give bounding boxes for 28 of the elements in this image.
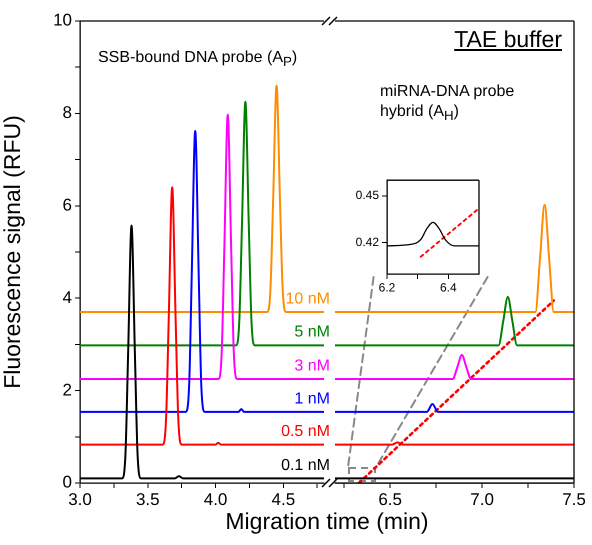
x-tick-label: 7.0 (470, 490, 494, 509)
annotation: miRNA-DNA probe hybrid (A$_{H}$) (380, 82, 516, 125)
x-tick-label: 3.0 (68, 490, 92, 509)
y-tick-label: 10 (53, 10, 72, 30)
x-tick-label: 6.4 (440, 280, 457, 295)
series-label: 1 nM (294, 390, 330, 408)
y-tick-label: 0 (62, 472, 72, 492)
y-tick-label: 2 (62, 380, 72, 400)
x-tick-label: 4.0 (204, 490, 228, 509)
y-tick-label: 0.42 (356, 235, 380, 250)
x-tick-label: 7.5 (562, 490, 586, 509)
chart-title: TAE buffer (454, 26, 562, 53)
y-axis-title: Fluorescence signal (RFU) (0, 115, 26, 389)
y-tick-label: 4 (62, 288, 72, 307)
series-label: 10 nM (286, 290, 330, 308)
y-tick-label: 6 (62, 195, 72, 214)
y-tick-label: 0.45 (356, 188, 380, 202)
series-label: 0.1 nM (281, 456, 330, 474)
x-tick-label: 6.5 (378, 490, 402, 509)
y-tick-label: 8 (62, 103, 72, 122)
x-tick-label: 4.5 (272, 490, 296, 509)
x-tick-label: 3.5 (136, 490, 160, 509)
series-label: 3 nM (294, 357, 330, 374)
x-tick-label: 6.2 (378, 280, 396, 295)
annotation: SSB-bound DNA probe (A$_{P}$) (98, 48, 298, 71)
series-label: 0.5 nM (281, 423, 330, 440)
series-label: 5 nM (294, 324, 330, 341)
x-axis-title: Migration time (min) (224, 508, 430, 535)
